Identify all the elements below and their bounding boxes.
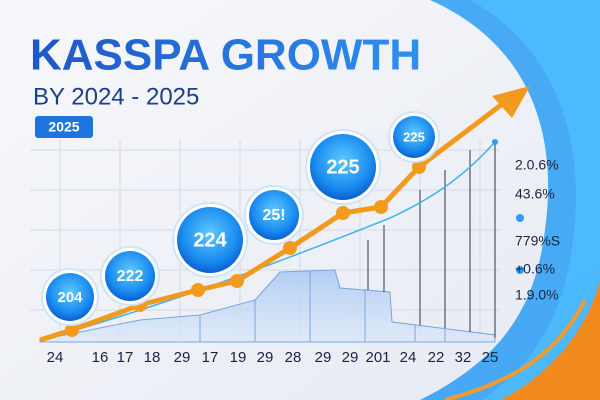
x-label: 29 — [342, 349, 359, 366]
bubble-label: 25! — [262, 207, 285, 224]
x-label: 19 — [230, 349, 247, 366]
x-labels: 24 16 17 18 29 17 19 29 28 29 29 201 24 22 32 25 — [47, 349, 499, 366]
x-label: 16 — [92, 349, 109, 366]
x-label: 22 — [428, 349, 445, 366]
x-label: 18 — [144, 349, 161, 366]
bubble-label: 204 — [57, 289, 83, 306]
bubble-label: 225 — [403, 129, 425, 144]
x-label: 25 — [482, 349, 499, 366]
growth-line — [39, 100, 507, 343]
area-dividers — [199, 271, 446, 342]
bubble — [249, 190, 299, 240]
x-label: 32 — [455, 349, 472, 366]
arrow-head — [492, 86, 530, 118]
swoosh — [470, 0, 600, 400]
title: KASSPA GROWTH — [30, 31, 421, 80]
right-label: 43.6% — [515, 186, 555, 202]
swoosh-orange — [444, 299, 587, 400]
right-labels: 2.0.6% 43.6% 779%S +0.6% 1.9.0% — [515, 157, 560, 303]
right-label: 779%S — [515, 233, 560, 249]
right-label: +0.6% — [515, 261, 555, 277]
bubble — [310, 134, 376, 200]
bubble-label: 225 — [326, 156, 359, 178]
bubble — [105, 251, 155, 301]
bubbles: 204 222 224 25! 225 225 — [41, 111, 440, 326]
bubble-label: 224 — [193, 229, 227, 251]
x-label: 201 — [365, 349, 390, 366]
x-label: 24 — [47, 349, 64, 366]
swoosh-orange — [500, 280, 600, 400]
spikes — [367, 140, 496, 338]
x-label: 29 — [174, 349, 191, 366]
x-label: 24 — [400, 349, 417, 366]
x-label: 17 — [202, 349, 219, 366]
swoosh — [420, 0, 600, 400]
x-label: 28 — [285, 349, 302, 366]
bubble — [393, 116, 435, 158]
bubble — [177, 207, 243, 273]
trend-line — [39, 141, 496, 341]
side-dots — [492, 139, 524, 274]
x-label: 29 — [315, 349, 332, 366]
x-label: 29 — [257, 349, 274, 366]
badge — [35, 116, 93, 138]
subtitle: BY 2024 - 2025 — [33, 83, 199, 110]
bubble-label: 222 — [117, 268, 144, 285]
right-label: 2.0.6% — [515, 157, 559, 173]
x-label: 17 — [117, 349, 134, 366]
bubble — [46, 273, 94, 321]
right-label: 1.9.0% — [515, 287, 559, 303]
badge-text: 2025 — [48, 119, 79, 135]
